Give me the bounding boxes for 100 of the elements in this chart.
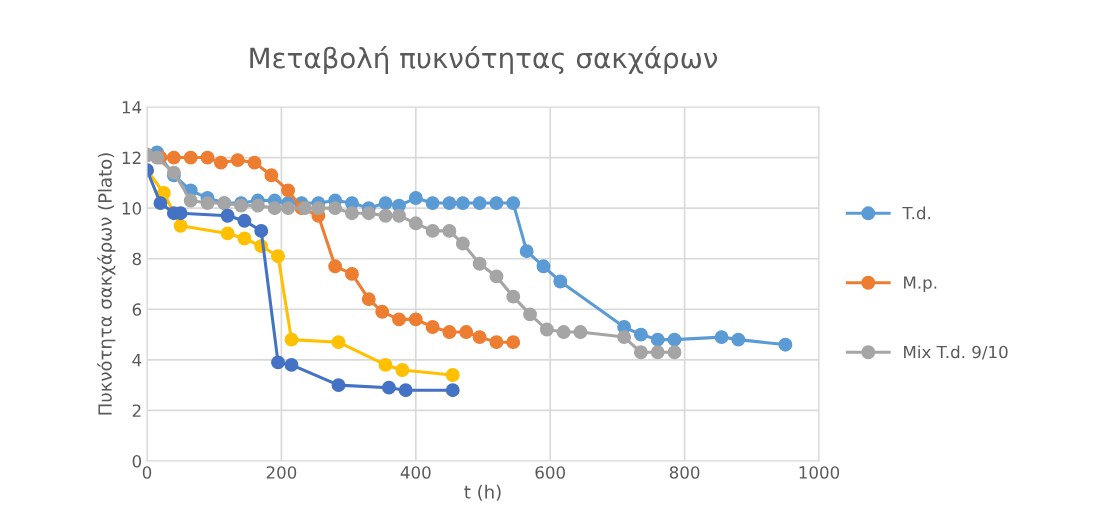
point [311,201,326,216]
point [267,201,282,216]
point [472,330,487,345]
point [650,332,665,347]
point [264,168,279,183]
y-tick-label: 12 [122,151,141,164]
legend-label: M.p. [904,276,937,293]
x-axis-title: t (h) [464,484,501,501]
point [230,153,245,168]
point [183,150,198,165]
point [378,208,393,223]
point [213,155,228,170]
point [395,363,410,377]
point [237,213,252,228]
point [200,196,215,211]
y-tick-label: 0 [132,454,142,468]
point [284,357,299,372]
point [166,150,181,165]
point [472,196,487,211]
point [506,289,521,304]
point [425,223,440,238]
point [667,332,682,347]
point [442,223,457,238]
point [381,380,396,395]
point [489,335,504,350]
point [361,206,376,221]
point [650,345,665,360]
point [445,368,460,382]
point [455,236,470,251]
point [633,327,648,342]
point [254,223,269,238]
point [331,378,346,393]
point [617,330,632,345]
legend-label: T.d. [902,206,931,220]
point [506,196,521,211]
x-tick-label: 600 [535,466,565,479]
point [183,193,198,208]
point [375,304,390,319]
y-tick-label: 10 [122,202,142,215]
y-tick-label: 8 [132,252,141,266]
point [459,325,474,339]
point [425,196,440,211]
point [425,320,440,334]
point [398,383,413,398]
y-tick-label: 2 [132,404,141,417]
point [573,325,588,339]
point [271,249,285,264]
point [472,256,487,271]
point [328,201,343,216]
point [536,259,551,274]
point [331,335,346,350]
y-tick-label: 14 [122,101,142,114]
point [778,337,793,352]
point [442,325,457,339]
x-tick-label: 800 [669,466,700,479]
point [408,312,423,327]
point [523,307,537,322]
x-tick-label: 1000 [799,466,840,479]
point [271,355,285,370]
x-tick-label: 200 [266,466,297,479]
point [200,150,215,165]
point [731,332,746,347]
point [220,208,235,223]
point [220,226,235,241]
point [250,198,265,213]
point [539,322,554,337]
point [153,196,168,211]
point [173,218,188,233]
point [378,357,393,372]
point [247,155,262,170]
point [281,183,296,198]
point [328,259,343,274]
y-tick-label: 4 [132,354,142,367]
point [445,383,460,398]
point [489,269,504,284]
point [489,196,504,211]
point [345,206,359,221]
point [361,292,376,307]
point [284,332,299,347]
point [667,345,682,360]
point [442,196,457,211]
point [408,191,423,205]
point [345,266,359,281]
point [714,330,729,345]
point [553,274,568,289]
point [392,312,406,327]
y-axis-title: Πυκνότητα σακχάρων (Plato) [97,153,116,415]
point [633,345,648,360]
point [556,325,571,339]
y-tick-label: 6 [132,303,142,316]
chart-title: Μεταβολή πυκνότητας σακχάρων [250,45,718,74]
point [237,231,252,246]
point [506,335,521,350]
legend-label: Mix T.d. 9/10 [904,345,1008,360]
point [408,216,423,231]
point [392,208,406,223]
point [519,244,534,259]
x-tick-label: 400 [400,466,431,479]
point [378,196,393,211]
point [455,196,470,211]
